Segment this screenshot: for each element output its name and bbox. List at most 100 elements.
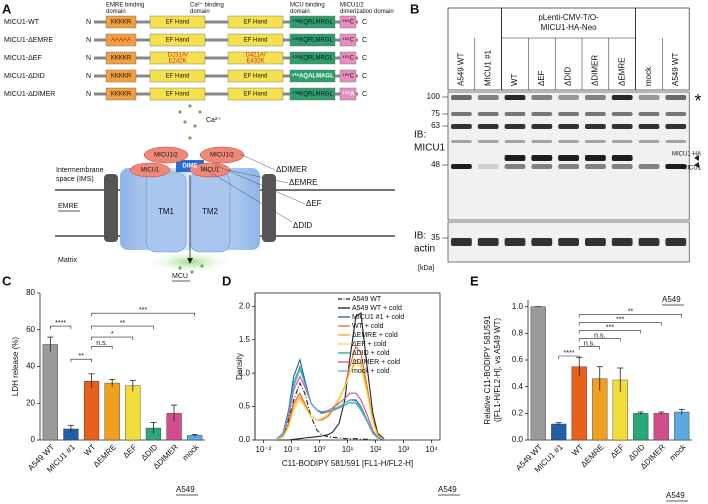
domain-header: MCU binding <box>290 3 325 9</box>
blot-band <box>558 164 579 169</box>
blot-band <box>611 124 633 129</box>
domain-header: domain <box>106 9 126 15</box>
sig-label: ** <box>628 309 634 316</box>
emre-left <box>104 174 118 242</box>
domain-text: EF Hand <box>166 74 190 80</box>
domain-text: ⁴³⁸KQRLMRGL <box>292 37 333 44</box>
blot-band <box>638 140 660 143</box>
sig-label: *** <box>606 325 614 332</box>
n-terminus: N <box>86 55 91 62</box>
y-axis-label: Density <box>235 353 244 380</box>
c-terminus: C <box>362 91 367 98</box>
blot-band <box>504 140 526 143</box>
sig-label: n.s. <box>584 341 595 348</box>
blot-band <box>585 155 606 161</box>
blot-band <box>638 95 660 100</box>
x-tick-label: 10² <box>370 445 382 454</box>
panel-label: B <box>410 1 419 16</box>
sig-label: * <box>111 331 114 338</box>
x-tick-label: 10⁴ <box>425 445 438 454</box>
x-tick-label: WT <box>570 442 585 457</box>
density-line <box>276 381 384 441</box>
c-terminus: C <box>362 19 367 26</box>
sig-label: **** <box>55 320 66 327</box>
blot-band <box>504 164 526 169</box>
blot-band <box>585 140 606 143</box>
panel-label: A <box>2 1 12 16</box>
n-terminus: N <box>86 19 91 26</box>
domain-box <box>149 15 206 29</box>
blot-band <box>477 164 499 169</box>
blot-band <box>585 112 606 116</box>
density-line <box>276 375 385 440</box>
domain-box <box>105 69 137 83</box>
domain-header: domain <box>290 9 310 15</box>
blot-band <box>504 95 526 100</box>
domain-box <box>227 33 284 47</box>
density-line <box>276 345 385 440</box>
domain-box <box>227 87 284 101</box>
domain-box <box>339 33 357 47</box>
blot-band <box>531 124 553 129</box>
sig-label: n.s. <box>594 333 605 340</box>
membrane-diagram <box>55 104 395 274</box>
bar <box>104 382 120 441</box>
legend-label: ΔEF + cold <box>352 341 387 348</box>
blot-band <box>665 124 687 129</box>
sig-bracket <box>578 330 642 334</box>
blot-band <box>558 112 579 116</box>
lane-label: ΔDID <box>564 67 573 86</box>
sig-bracket <box>578 338 621 342</box>
lane-label: mock <box>644 66 653 86</box>
domain-box <box>289 51 336 65</box>
legend-label: WT + cold <box>352 323 384 330</box>
blot-band <box>638 164 660 169</box>
band-arrow <box>694 162 699 168</box>
blot-band <box>451 112 472 116</box>
blot-band <box>611 238 633 246</box>
legend-label: ΔDIMER + cold <box>352 359 400 366</box>
domain-text: ⁴³⁸KQRLMRGL <box>292 55 333 62</box>
sig-label: ** <box>120 320 126 327</box>
construct-label: pLenti-CMV-T/O- <box>538 13 599 22</box>
y-tick-label: 0.0 <box>512 435 524 444</box>
domain-text: ⁴³⁸KQRLMRGL <box>292 91 333 98</box>
blot-band <box>611 95 633 100</box>
blot-band <box>611 140 633 143</box>
c-terminus: C <box>362 73 367 80</box>
y-tick-label: 0.2 <box>512 408 524 417</box>
tm2-label: TM2 <box>202 207 219 216</box>
ims-label: space (IMS) <box>56 176 94 183</box>
domain-box <box>105 15 137 29</box>
blot-band <box>638 124 660 129</box>
tm1-label: TM1 <box>158 207 175 216</box>
sig-bracket <box>50 325 72 330</box>
y-tick-label: 80 <box>26 288 35 297</box>
domain-text: D421A/ <box>245 53 265 59</box>
panel-label: D <box>222 273 231 288</box>
domain-box <box>149 69 206 83</box>
domain-box <box>227 69 284 83</box>
band-arrow <box>694 155 699 161</box>
lane-label: ΔEF <box>537 70 546 86</box>
domain-header: MICU1/2 <box>340 3 364 9</box>
y-axis-label: LDH release (%) <box>11 337 20 396</box>
domain-header: domain <box>190 9 210 15</box>
domain-text: KKKKR <box>111 20 132 26</box>
mw-unit: [kDa] <box>418 265 434 272</box>
blot-band <box>504 124 526 129</box>
domain-text: ⁴⁶⁵C <box>342 37 355 44</box>
domain-text: ⁴⁶⁵C <box>342 73 355 80</box>
cell-line: A549 <box>176 485 195 494</box>
micu12-label: MICU1/2 <box>210 153 234 159</box>
mcu-label: MCU <box>172 273 188 280</box>
lane-label: MICU1 #1 <box>483 49 492 86</box>
domain-box <box>149 51 206 65</box>
mw-marker: 100 <box>427 92 441 101</box>
sig-label: *** <box>616 317 624 324</box>
ef-label: ΔEF <box>306 199 322 208</box>
blot-band <box>665 164 687 169</box>
domain-header: EMRE binding <box>106 3 144 9</box>
blot-band <box>531 140 553 143</box>
blot-band <box>477 140 499 143</box>
